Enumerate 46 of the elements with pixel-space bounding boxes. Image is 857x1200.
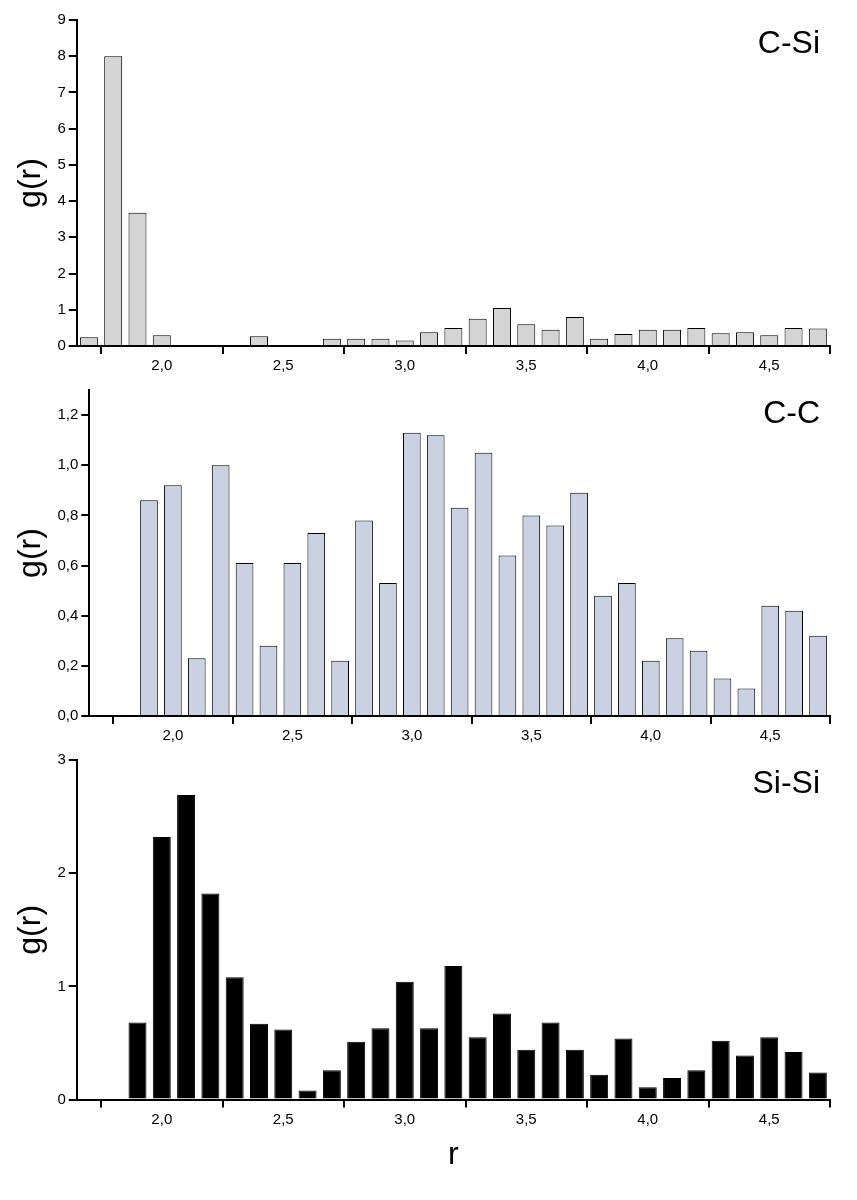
y-tick-label: 1 <box>57 299 66 317</box>
y-tick-label: 0,6 <box>57 555 79 573</box>
x-tick-label: 4,5 <box>758 356 780 374</box>
y-tick-label: 2 <box>57 863 66 881</box>
x-tick-label: 4,0 <box>637 356 659 374</box>
y-tick-label: 0,2 <box>57 655 79 673</box>
y-tick-label: 0,4 <box>57 605 79 623</box>
y-tick-label: 8 <box>57 46 66 64</box>
y-tick-label: 6 <box>57 118 66 136</box>
x-tick-label: 4,0 <box>637 1109 659 1127</box>
x-tick-label: 2,5 <box>281 726 303 744</box>
y-axis-title: g(r) <box>11 904 48 955</box>
x-tick-label: 3,5 <box>515 1109 537 1127</box>
x-tick-label: 3,0 <box>401 726 423 744</box>
y-tick-label: 4 <box>57 191 66 209</box>
y-tick-label: 1,0 <box>57 455 79 473</box>
x-tick-label: 2,0 <box>162 726 184 744</box>
y-tick-label: 0 <box>57 336 66 354</box>
x-tick-label: 2,0 <box>151 1109 173 1127</box>
y-axis-title: g(r) <box>11 158 48 208</box>
x-tick-label: 2,5 <box>272 1109 294 1127</box>
x-tick-label: 2,5 <box>272 356 294 374</box>
annotation: C-C <box>763 393 820 430</box>
x-tick-label: 3,0 <box>394 1109 416 1127</box>
x-tick-label: 4,0 <box>640 726 662 744</box>
y-tick-label: 1 <box>57 976 66 994</box>
y-tick-label: 9 <box>57 10 66 28</box>
y-tick-label: 1,2 <box>57 405 79 423</box>
y-tick-label: 0,0 <box>57 706 79 724</box>
annotation: C-Si <box>757 23 820 60</box>
x-tick-label: 4,5 <box>759 726 781 744</box>
y-tick-label: 0,8 <box>57 505 79 523</box>
y-tick-label: 5 <box>57 155 66 173</box>
y-axis-title: g(r) <box>11 528 48 578</box>
annotation: Si-Si <box>752 763 820 800</box>
x-tick-label: 2,0 <box>151 356 173 374</box>
x-tick-label: 3,0 <box>394 356 416 374</box>
x-axis-title: r <box>448 1134 460 1171</box>
y-tick-label: 3 <box>57 750 66 768</box>
y-tick-label: 3 <box>57 227 66 245</box>
y-tick-label: 2 <box>57 263 66 281</box>
x-tick-label: 3,5 <box>520 726 542 744</box>
x-tick-label: 3,5 <box>515 356 537 374</box>
y-tick-label: 7 <box>57 82 66 100</box>
y-tick-label: 0 <box>57 1089 66 1107</box>
x-tick-label: 4,5 <box>758 1109 780 1127</box>
